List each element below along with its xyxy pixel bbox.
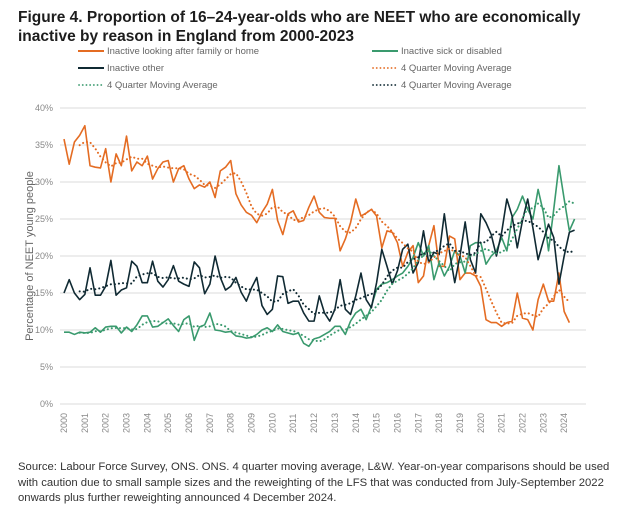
x-tick-label: 2002 — [101, 413, 111, 433]
y-tick-label: 25% — [35, 214, 53, 224]
series-line-1 — [64, 164, 576, 348]
series-lines — [63, 124, 576, 348]
x-tick-label: 2016 — [392, 413, 402, 433]
line-chart: 0%5%10%15%20%25%30%35%40% 2000 2001 2002 20… — [24, 103, 586, 433]
x-tick-label: 2008 — [226, 413, 236, 433]
source-note: Source: Labour Force Survey, ONS. ONS. 4… — [18, 461, 610, 504]
y-tick-label: 35% — [35, 140, 53, 150]
legend-swatch-family-ma — [372, 67, 399, 70]
legend-item-family: Inactive looking after family or home — [78, 46, 259, 58]
legend-swatch-sick-ma — [78, 84, 105, 87]
legend-label: 4 Quarter Moving Average — [401, 63, 512, 74]
legend-swatch-family — [78, 50, 104, 53]
y-tick-labels: 0% 5% 10% 15% 20% 25% 30% 35% 40% — [35, 103, 53, 409]
y-tick-label: 15% — [35, 288, 53, 298]
x-tick-label: 2006 — [184, 413, 194, 433]
x-tick-label: 2023 — [538, 413, 548, 433]
legend-swatch-other — [78, 67, 104, 70]
legend-swatch-sick — [372, 50, 398, 53]
x-tick-label: 2001 — [80, 413, 90, 433]
y-tick-label: 20% — [35, 251, 53, 261]
y-tick-label: 0% — [40, 399, 53, 409]
gridlines — [60, 107, 586, 405]
x-tick-label: 2021 — [497, 413, 507, 433]
legend-item-other: Inactive other — [78, 63, 164, 75]
series-line-2 — [63, 198, 575, 322]
y-axis-title: Percentage of NEET young people — [24, 171, 36, 341]
legend-item-sick: Inactive sick or disabled — [372, 46, 502, 58]
legend-item-other-ma: 4 Quarter Moving Average — [372, 80, 512, 92]
moving-average-line-0 — [78, 140, 571, 325]
x-tick-label: 2012 — [309, 413, 319, 433]
x-tick-label: 2015 — [372, 413, 382, 433]
y-tick-label: 30% — [35, 177, 53, 187]
x-tick-label: 2005 — [163, 413, 173, 433]
legend-label: Inactive other — [107, 63, 165, 74]
x-tick-label: 2011 — [288, 414, 298, 433]
x-tick-label: 2003 — [122, 413, 132, 433]
legend-item-family-ma: 4 Quarter Moving Average — [372, 63, 512, 75]
legend-label: Inactive sick or disabled — [401, 46, 502, 57]
chart-title: Figure 4. Proportion of 16–24-year-olds … — [18, 9, 581, 45]
x-tick-label: 2024 — [559, 413, 569, 433]
legend-label: 4 Quarter Moving Average — [401, 80, 512, 91]
moving-average-line-1 — [78, 200, 576, 343]
x-tick-label: 2010 — [267, 413, 277, 433]
legend-item-sick-ma: 4 Quarter Moving Average — [78, 80, 218, 92]
series-line-0 — [63, 124, 571, 331]
x-tick-label: 2013 — [330, 413, 340, 433]
legend-swatch-other-ma — [372, 84, 399, 87]
x-tick-label: 2020 — [476, 413, 486, 433]
legend-label: 4 Quarter Moving Average — [107, 80, 218, 91]
x-tick-label: 2018 — [434, 413, 444, 433]
y-tick-label: 10% — [35, 325, 53, 335]
x-tick-label: 2007 — [205, 413, 215, 433]
x-tick-label: 2004 — [142, 413, 152, 433]
y-tick-label: 40% — [35, 103, 53, 113]
x-tick-labels: 2000 2001 2002 2003 2004 2005 2006 2007 2008 2009… — [59, 413, 569, 433]
x-tick-label: 2009 — [247, 413, 257, 433]
x-tick-label: 2022 — [517, 413, 527, 433]
x-tick-label: 2014 — [351, 413, 361, 433]
y-tick-label: 5% — [40, 362, 53, 372]
x-tick-label: 2019 — [455, 413, 465, 433]
legend-label: Inactive looking after family or home — [107, 46, 260, 57]
x-tick-label: 2000 — [59, 413, 69, 433]
moving-average-line-2 — [78, 219, 576, 316]
x-tick-label: 2017 — [413, 413, 423, 433]
